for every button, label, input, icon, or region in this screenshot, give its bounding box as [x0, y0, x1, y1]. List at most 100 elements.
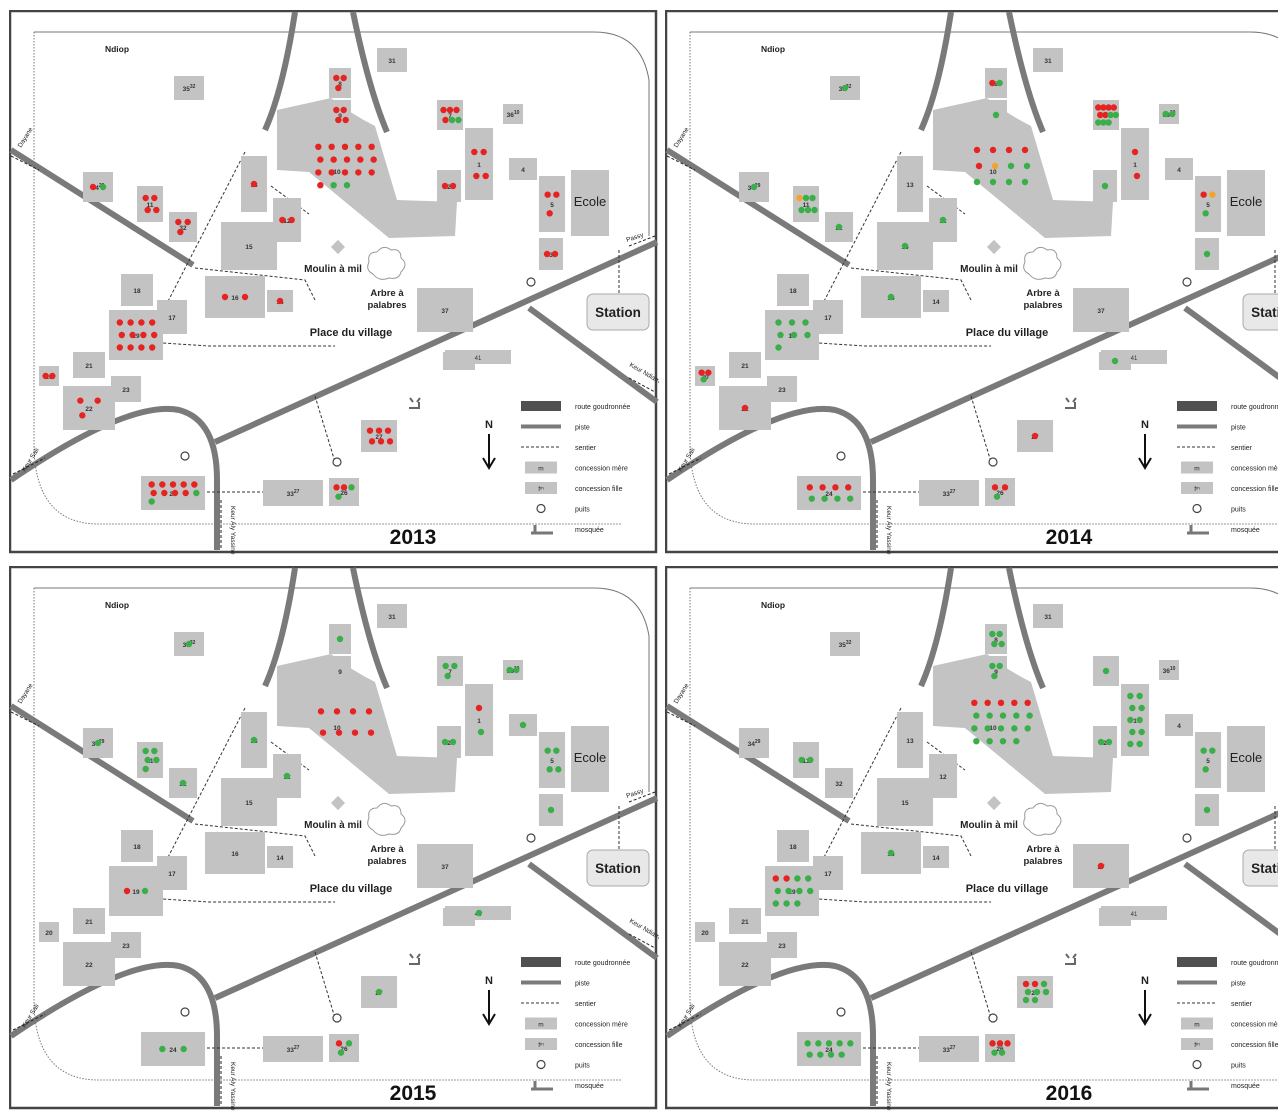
legend-label-mosque: mosquée — [1231, 527, 1260, 534]
healthy-dot — [1169, 110, 1176, 118]
healthy-dot — [811, 206, 818, 214]
concession-label: 18 — [133, 844, 141, 851]
legend-label-daughter-concession: concession fille — [575, 1042, 623, 1049]
legend-label-mother-concession: concession mère — [575, 466, 628, 473]
healthy-dot — [989, 630, 996, 638]
village-boundary-west — [33, 588, 621, 1081]
school-label: Ecole — [574, 194, 607, 209]
healthy-dot — [991, 640, 998, 648]
concession-33 — [919, 1036, 979, 1062]
healthy-dot — [1026, 712, 1033, 719]
infected-dot — [442, 116, 449, 124]
concession-label: 22 — [85, 406, 93, 413]
healthy-dot — [1203, 250, 1211, 258]
infected-dot — [341, 169, 349, 176]
infected-dot — [140, 331, 147, 339]
healthy-dot — [973, 712, 980, 719]
infected-dot — [221, 293, 229, 301]
concession-10 — [933, 98, 1113, 238]
infected-dot — [698, 369, 705, 376]
concession-35 — [830, 632, 860, 656]
healthy-dot — [1129, 728, 1136, 736]
healthy-dot — [1040, 980, 1048, 988]
healthy-dot — [144, 756, 151, 764]
track-dayane — [665, 147, 851, 268]
legend-label-mosque: mosquée — [575, 1083, 604, 1090]
infected-dot — [150, 489, 157, 497]
healthy-dot — [477, 728, 485, 736]
concession-label: 8 — [994, 81, 998, 88]
concession-label: 14 — [932, 855, 940, 862]
infected-dot — [1097, 862, 1105, 870]
north-arrow-head — [1138, 1013, 1152, 1026]
healthy-dot — [1022, 996, 1030, 1004]
map-frame — [665, 10, 1278, 554]
infected-dot — [335, 1040, 343, 1047]
legend-label-mother-concession: concession mère — [575, 1022, 628, 1029]
healthy-dot — [986, 712, 993, 719]
concession-label: 2 — [1103, 740, 1107, 747]
village-label: Ndiop — [105, 600, 129, 610]
concession-22 — [719, 942, 771, 986]
infected-dot — [1133, 172, 1141, 180]
map-panel-2013: 8931353273610124533429113213121518171614… — [9, 10, 659, 555]
healthy-dot — [148, 498, 155, 505]
healthy-dot — [1162, 110, 1169, 118]
healthy-dot — [1013, 712, 1020, 719]
concession-label: 3327 — [943, 489, 956, 498]
concession-label: 3532 — [183, 84, 196, 93]
legend-swatch-track — [1177, 424, 1217, 429]
infected-dot — [169, 481, 177, 488]
infected-dot — [149, 344, 156, 351]
tree-icon — [1023, 802, 1062, 836]
healthy-dot — [804, 206, 812, 214]
concession-4 — [509, 158, 537, 180]
mosque-icon — [1065, 397, 1077, 409]
infected-dot — [1021, 146, 1029, 154]
infected-dot — [355, 169, 362, 176]
concession-26 — [329, 1034, 359, 1062]
infected-dot — [351, 729, 359, 736]
concession-18 — [121, 830, 153, 862]
concession-10 — [277, 654, 457, 794]
concession-label: 3327 — [287, 1045, 300, 1054]
station-label: Station — [595, 861, 641, 876]
infected-dot — [355, 143, 362, 150]
healthy-dot — [1202, 210, 1209, 217]
concession-label: 4 — [521, 167, 525, 174]
infected-dot — [142, 194, 149, 202]
concession-41 — [1101, 906, 1167, 920]
healthy-dot — [998, 640, 1005, 648]
concession-superscript: 29 — [755, 739, 761, 745]
legend-swatch-mother-concession — [525, 461, 557, 474]
concession-superscript: 29 — [99, 739, 105, 745]
infected-dot — [973, 146, 981, 154]
healthy-dot — [1129, 704, 1136, 712]
healthy-dot — [1136, 716, 1143, 724]
legend-label-daughter-concession: concession fille — [575, 486, 623, 493]
village-label: Ndiop — [761, 600, 785, 610]
concession-13 — [897, 712, 923, 768]
healthy-dot — [777, 331, 784, 339]
healthy-dot — [159, 1045, 166, 1053]
legend-swatch-mosque — [1187, 1081, 1209, 1091]
healthy-dot — [785, 887, 792, 895]
healthy-dot — [807, 887, 814, 895]
legend-swatch-mark: fᵐ — [538, 1042, 544, 1049]
infected-dot — [333, 106, 340, 114]
healthy-dot — [193, 489, 200, 497]
concession-11 — [793, 742, 819, 778]
healthy-dot — [834, 495, 841, 502]
healthy-dot — [1105, 119, 1112, 126]
healthy-dot — [815, 1040, 822, 1047]
healthy-dot — [345, 1040, 353, 1047]
healthy-dot — [999, 712, 1007, 719]
infected-dot — [845, 484, 852, 491]
track-passy — [213, 795, 659, 1001]
concession-label: 21 — [85, 919, 93, 926]
concession-1 — [1121, 128, 1149, 200]
infected-dot — [279, 216, 286, 224]
healthy-dot — [375, 988, 383, 996]
infected-dot — [449, 182, 457, 190]
healthy-dot — [153, 756, 160, 764]
